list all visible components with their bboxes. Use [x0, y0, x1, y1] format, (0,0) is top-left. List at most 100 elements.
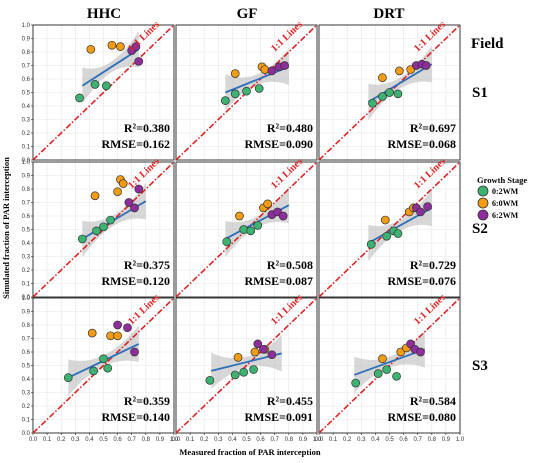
panel-hhc-s1-ytick-label: 0.6	[22, 77, 31, 83]
panel-drt-s1-point-0-2wm	[378, 92, 387, 101]
panel-hhc-s3-point-0-2wm	[89, 366, 98, 376]
panel-hhc-s3-xtick-label: 0.5	[99, 437, 108, 443]
panel-drt-s3-point-0-2wm	[392, 371, 401, 381]
panel-hhc-s2-point-6-2wm	[124, 198, 134, 207]
panel-hhc-s3-ytick-label: 0.1	[22, 418, 31, 424]
panel-gf-s2-frame	[175, 161, 318, 298]
panel-drt-s3-point-6-2wm	[416, 347, 425, 357]
panel-gf-s1-point-6-2wm	[267, 66, 277, 76]
field-label: Field	[471, 36, 504, 52]
panel-drt-s2-point-0-2wm	[382, 231, 392, 241]
panel-drt-s1-point-6-0wm	[378, 73, 387, 83]
panel-hhc-s3-identity-line	[33, 298, 174, 433]
panel-drt-s1-point-6-0wm	[395, 66, 404, 76]
panel-hhc-s1-fit-line	[81, 48, 140, 87]
panel-hhc-s3-xtick-label: 0.9	[156, 437, 165, 443]
panel-hhc-s1-ytick-label: 0.3	[22, 118, 31, 124]
panel-gf-s2-point-6-0wm	[235, 211, 244, 221]
panel-drt-s1-point-0-2wm	[368, 98, 377, 108]
panel-drt-s3-point-0-2wm	[373, 369, 383, 378]
panel-gf-s1-point-0-2wm	[242, 86, 251, 96]
panel-hhc-s1-ytick-label: 1.0	[22, 23, 31, 29]
panel-hhc-s1-ytick-label: 0.7	[22, 64, 31, 70]
panel-hhc-s1-ytick-label: 0.9	[22, 37, 31, 43]
panel-drt-s1-rmse: RMSE=0.068	[387, 137, 456, 151]
panel-drt-s2-point-6-2wm	[416, 207, 425, 217]
panel-hhc-s3-xtick-label: 0.1	[43, 437, 52, 443]
panel-hhc-s1-ytick-label: 0.1	[22, 145, 31, 151]
panel-drt-s1-point-0-2wm	[385, 88, 394, 97]
panel-hhc-s3-plot-area	[33, 298, 174, 433]
panel-hhc-s2-ytick-label: 0.5	[22, 228, 31, 234]
panel-hhc-s1-ytick-label: 0.2	[22, 131, 31, 137]
panel-gf-s1-point-6-0wm	[260, 65, 270, 74]
panel-gf-s3-rmse: RMSE=0.091	[244, 410, 313, 424]
panel-gf-s3-point-0-2wm	[230, 370, 240, 380]
panel-hhc-s3-xtick-label: 0.0	[29, 437, 38, 443]
panel-drt-s3-xtick-label: 0.7	[414, 437, 423, 443]
panel-gf-s1-rmse: RMSE=0.090	[244, 137, 313, 151]
panel-drt-s3-identity-line	[319, 298, 460, 433]
panel-gf-s2-point-0-2wm	[246, 226, 256, 236]
panel-gf-s3-xtick-label: 1.0	[313, 437, 322, 443]
panel-hhc-s2-point-6-0wm	[113, 187, 122, 197]
panel-hhc-s1-point-6-2wm	[134, 57, 144, 66]
panel-gf-s1-point-0-2wm	[254, 84, 264, 93]
panel-gf-s3-xtick-label: 0.3	[214, 437, 223, 443]
panel-hhc-s2-ytick-label: 0.6	[22, 214, 31, 220]
panel-hhc-s1-ytick-label: 0.0	[22, 158, 31, 164]
panel-gf-s2-plot-area	[176, 162, 317, 297]
panel-hhc-s3-point-6-2wm	[113, 320, 122, 330]
panel-gf-s2-point-0-2wm	[239, 225, 249, 234]
panel-hhc-s3-xtick-label: 1.0	[170, 437, 179, 443]
panel-drt-s2-point-0-2wm	[393, 229, 403, 238]
panel-drt-s2-point-6-0wm	[380, 215, 390, 225]
panel-hhc-s2-ytick-label: 0.0	[22, 295, 31, 301]
panel-hhc-s3-ytick-label: 0.8	[22, 323, 31, 329]
panel-hhc-s2-point-0-2wm	[99, 222, 108, 232]
panel-gf-s3-xtick-label: 0.5	[242, 437, 251, 443]
panel-hhc-s3-xtick-label: 0.2	[57, 437, 66, 443]
legend-label-0-2wm: 0:2WM	[492, 187, 519, 196]
panel-drt-s3-xtick-label: 0.4	[371, 437, 380, 443]
panel-drt-s3-xtick-label: 0.1	[329, 437, 338, 443]
panel-drt-s3-xtick-label: 0.8	[428, 437, 437, 443]
panel-hhc-s2-point-6-2wm	[134, 184, 144, 194]
panel-hhc-s3-ytick-label: 0.3	[22, 391, 31, 397]
panel-gf-s3-point-6-2wm	[267, 350, 277, 360]
panel-hhc-s2-point-0-2wm	[106, 215, 115, 225]
row-titles: S1 S2 S3	[472, 85, 488, 374]
panel-drt-s1-point-6-2wm	[421, 61, 431, 70]
panel-drt-s3-r2: R²=0.584	[410, 394, 456, 408]
panel-hhc-s3-point-0-2wm	[99, 354, 108, 364]
panel-hhc-s2-point-0-2wm	[77, 234, 87, 244]
panel-hhc-s3-ytick-label: 0.2	[22, 404, 31, 410]
panel-gf-s2-r2: R²=0.508	[267, 258, 313, 272]
panel-drt-s1-r2: R²=0.697	[410, 121, 456, 135]
panel-hhc-s1-point-6-0wm	[107, 40, 117, 50]
panel-gf-s3-point-6-2wm	[253, 339, 263, 349]
panel-drt-s3-xtick-label: 1.0	[456, 437, 465, 443]
panel-gf-s3-point-0-2wm	[205, 376, 215, 385]
panel-gf-s3-point-6-0wm	[233, 353, 243, 362]
legend-swatch-0-2wm	[477, 185, 489, 197]
panel-drt-s1-frame	[318, 24, 461, 161]
panel-hhc-s3-ytick-label: 0.4	[22, 377, 31, 383]
panel-hhc-s2-ytick-label: 0.8	[22, 187, 31, 193]
panel-gf-s1-point-6-0wm	[230, 69, 240, 78]
panel-hhc-s1-point-6-0wm	[86, 44, 96, 54]
panel-hhc-s2-point-0-2wm	[92, 226, 101, 236]
panel-drt-s2-r2: R²=0.729	[410, 258, 456, 272]
panel-hhc-s1-point-6-2wm	[131, 42, 141, 51]
panel-gf-s2-point-0-2wm	[222, 237, 232, 246]
panel-drt-s1-plot-area	[319, 25, 460, 160]
panel-hhc-s1-ytick-label: 0.5	[22, 91, 31, 97]
legend-label-6-0wm: 6:0WM	[492, 199, 519, 208]
panel-gf-s2-grid	[176, 162, 317, 297]
panel-drt-s3: 0.0 0.1 0.2 0.3 0.4 0.5 0.6 0.7 0.8 0.9 1.01:1 Lin…	[315, 292, 465, 443]
column-title-drt: DRT	[373, 6, 404, 22]
panel-hhc-s2-ytick-label: 1.0	[22, 160, 31, 166]
